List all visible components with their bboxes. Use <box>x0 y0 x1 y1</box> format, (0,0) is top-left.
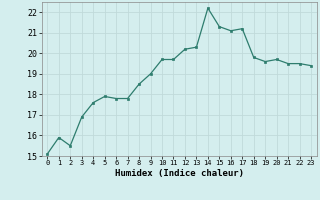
X-axis label: Humidex (Indice chaleur): Humidex (Indice chaleur) <box>115 169 244 178</box>
